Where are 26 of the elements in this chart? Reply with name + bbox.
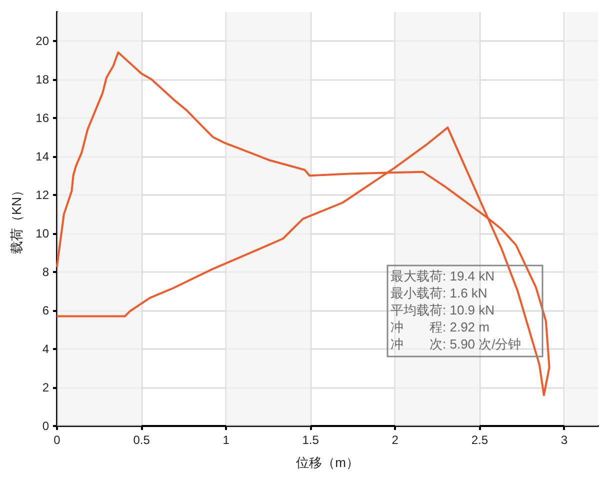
y-tick-label: 20 [36, 34, 50, 48]
line-series [56, 51, 550, 396]
y-tick-label: 14 [36, 149, 50, 164]
annotation: 平均载荷: 10.9 kN [390, 302, 495, 318]
annotation: 最大载荷: 19.4 kN [390, 268, 495, 284]
y-tick-label: 18 [36, 72, 50, 86]
x-tick-label: 0.5 [133, 433, 150, 447]
annotation: 冲 程: 2.92 m [390, 320, 490, 334]
y-tick-label: 8 [42, 264, 50, 279]
y-tick-label: 16 [36, 110, 50, 125]
y-tick-label: 0 [42, 419, 50, 433]
x-tick-label: 1.5 [302, 433, 320, 447]
y-axis-title: 载荷（KN） [9, 184, 24, 254]
x-tick-label: 1 [222, 433, 230, 447]
y-tick-label: 10 [36, 226, 50, 240]
x-tick-label: 2 [392, 433, 399, 447]
annotation: 最小载荷: 1.6 kN [390, 286, 488, 300]
y-tick-label: 2 [42, 380, 50, 394]
y-tick-label: 4 [42, 342, 50, 356]
x-tick-label: 2.5 [471, 433, 488, 447]
x-tick-label: 3 [560, 433, 568, 447]
y-tick-label: 6 [42, 303, 50, 318]
annotation: 冲 次: 5.90 次/分钟 [390, 336, 522, 352]
x-axis-title: 位移（m） [296, 455, 359, 470]
x-tick-label: 0 [54, 433, 61, 447]
y-tick-label: 12 [36, 188, 50, 202]
